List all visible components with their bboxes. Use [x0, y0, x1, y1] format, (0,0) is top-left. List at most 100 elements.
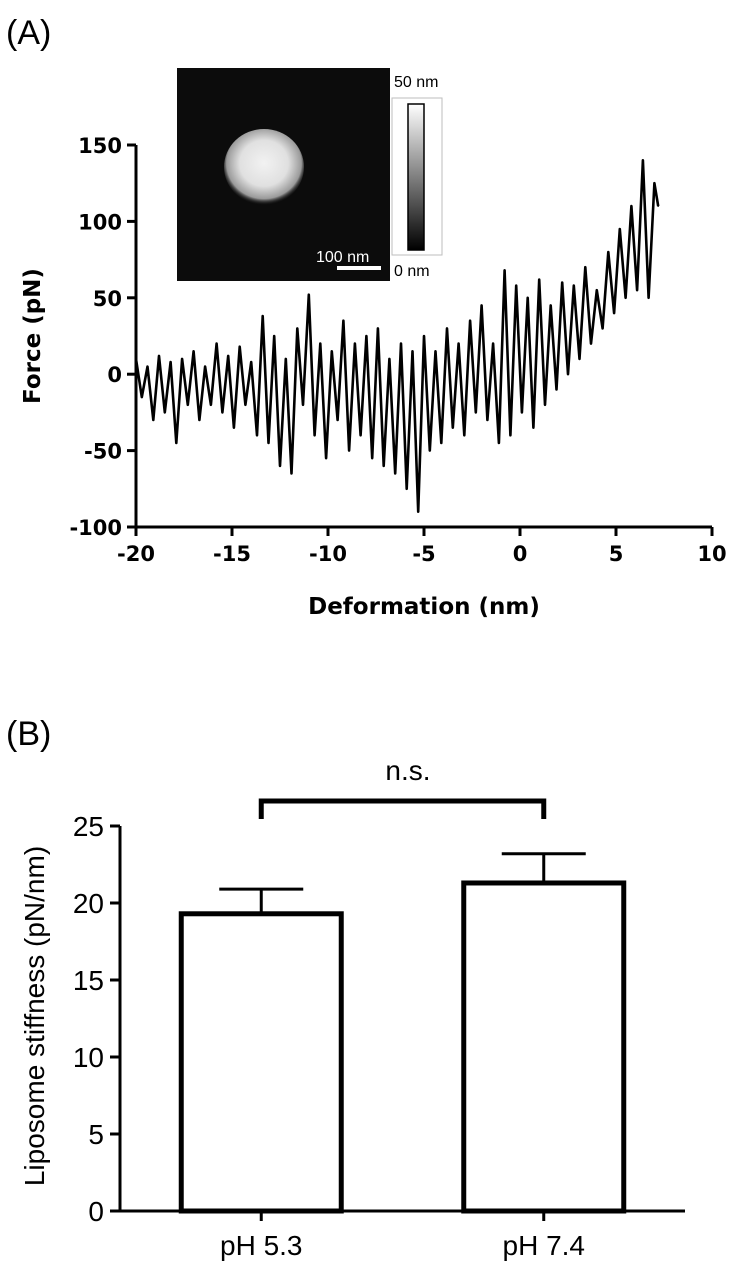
force-point: [429, 449, 431, 452]
force-point: [411, 350, 414, 353]
force-point: [267, 442, 270, 444]
force-point: [221, 411, 224, 414]
panel-a-xtick-label: -20: [117, 542, 155, 566]
force-point: [244, 404, 247, 406]
panel-b-ytick-label: 25: [73, 811, 104, 842]
force-point: [273, 335, 276, 337]
liposome-spot: [224, 129, 304, 205]
force-point: [573, 284, 575, 287]
force-point: [146, 365, 149, 368]
force-point: [164, 411, 166, 414]
force-point: [515, 284, 517, 287]
force-point: [653, 182, 656, 184]
force-point: [336, 419, 339, 421]
force-point: [319, 342, 322, 345]
panel-a-label: (A): [6, 14, 51, 52]
force-point: [227, 355, 229, 357]
force-point: [302, 404, 304, 406]
force-point: [233, 426, 235, 429]
force-point: [308, 293, 310, 296]
force-point: [382, 465, 385, 467]
panel-a-ytick-label: -50: [84, 440, 122, 464]
force-point: [521, 411, 523, 414]
force-point: [325, 457, 327, 460]
force-point: [440, 442, 443, 444]
force-point: [619, 228, 621, 230]
panel-b-ylabel: Liposome stiffness (pN/nm): [19, 846, 50, 1186]
colorbar: [407, 103, 425, 251]
force-point: [210, 404, 212, 406]
force-point: [348, 449, 350, 452]
force-point: [141, 396, 143, 398]
force-point: [371, 457, 374, 460]
force-point: [498, 442, 500, 444]
force-point: [181, 358, 183, 360]
force-point: [400, 342, 402, 345]
panel-a-xtick-label: -10: [309, 542, 347, 566]
force-point: [169, 361, 172, 363]
force-point: [544, 404, 546, 406]
force-point: [365, 335, 368, 337]
force-point: [486, 419, 489, 421]
force-point: [158, 355, 160, 357]
panel-b-ytick-label: 0: [88, 1196, 104, 1227]
force-point: [261, 315, 264, 317]
panel-b-ytick-label: 5: [88, 1119, 104, 1150]
force-point: [359, 434, 362, 437]
force-point: [457, 342, 460, 345]
panel-a-xtick-label: 10: [697, 542, 726, 566]
category-label: pH 7.4: [503, 1230, 586, 1261]
force-point: [394, 472, 397, 475]
force-point: [342, 319, 345, 322]
force-curve: [134, 159, 660, 514]
force-point: [290, 472, 293, 475]
force-point: [613, 312, 615, 314]
panel-a-ytick-label: 50: [93, 287, 122, 311]
force-point: [377, 327, 379, 330]
force-point: [555, 388, 558, 391]
force-point: [405, 488, 408, 490]
force-point: [509, 434, 512, 437]
force-point: [469, 319, 471, 322]
force-point: [175, 442, 178, 444]
panel-a-ytick-label: 100: [78, 210, 122, 234]
panel-a-xtick-label: 5: [609, 542, 624, 566]
force-point: [463, 434, 466, 437]
panel-a-ylabel: Force (pN): [20, 268, 46, 404]
scale-bar-label: 100 nm: [316, 249, 369, 266]
colorbar-max-label: 50 nm: [394, 74, 438, 91]
force-point: [584, 266, 587, 269]
colorbar-min-label: 0 nm: [394, 263, 430, 280]
panel-a-xtick-label: -5: [412, 542, 435, 566]
force-point: [434, 350, 437, 353]
force-point: [192, 350, 195, 353]
force-point: [452, 426, 454, 429]
force-point: [135, 358, 137, 360]
panel-b-ytick-label: 15: [73, 965, 104, 996]
force-point: [417, 510, 420, 513]
panel-b-chart: Liposome stiffness (pN/nm) n.s. 0 5 10 15 20…: [19, 755, 685, 1261]
bar: [461, 880, 627, 1214]
force-point: [187, 404, 189, 406]
force-point: [215, 342, 218, 345]
force-point: [532, 426, 535, 429]
force-point: [503, 269, 506, 272]
force-point: [549, 304, 552, 307]
force-point: [567, 373, 569, 376]
force-point: [538, 278, 540, 281]
afm-inset: 100 nm 50 nm 0 nm: [177, 68, 443, 281]
force-point: [296, 327, 299, 330]
force-point: [630, 205, 633, 207]
force-point: [657, 205, 659, 207]
significance-bracket: [258, 798, 547, 819]
force-point: [590, 342, 592, 345]
force-point: [596, 289, 598, 292]
force-point: [607, 251, 610, 253]
force-point: [152, 419, 155, 421]
force-point: [642, 159, 644, 162]
force-point: [279, 465, 281, 467]
panel-a-chart: Force (pN) Deformation (nm) -100-5005010…: [20, 134, 727, 620]
force-point: [636, 289, 638, 292]
panel-b-ytick-label: 20: [73, 888, 104, 919]
